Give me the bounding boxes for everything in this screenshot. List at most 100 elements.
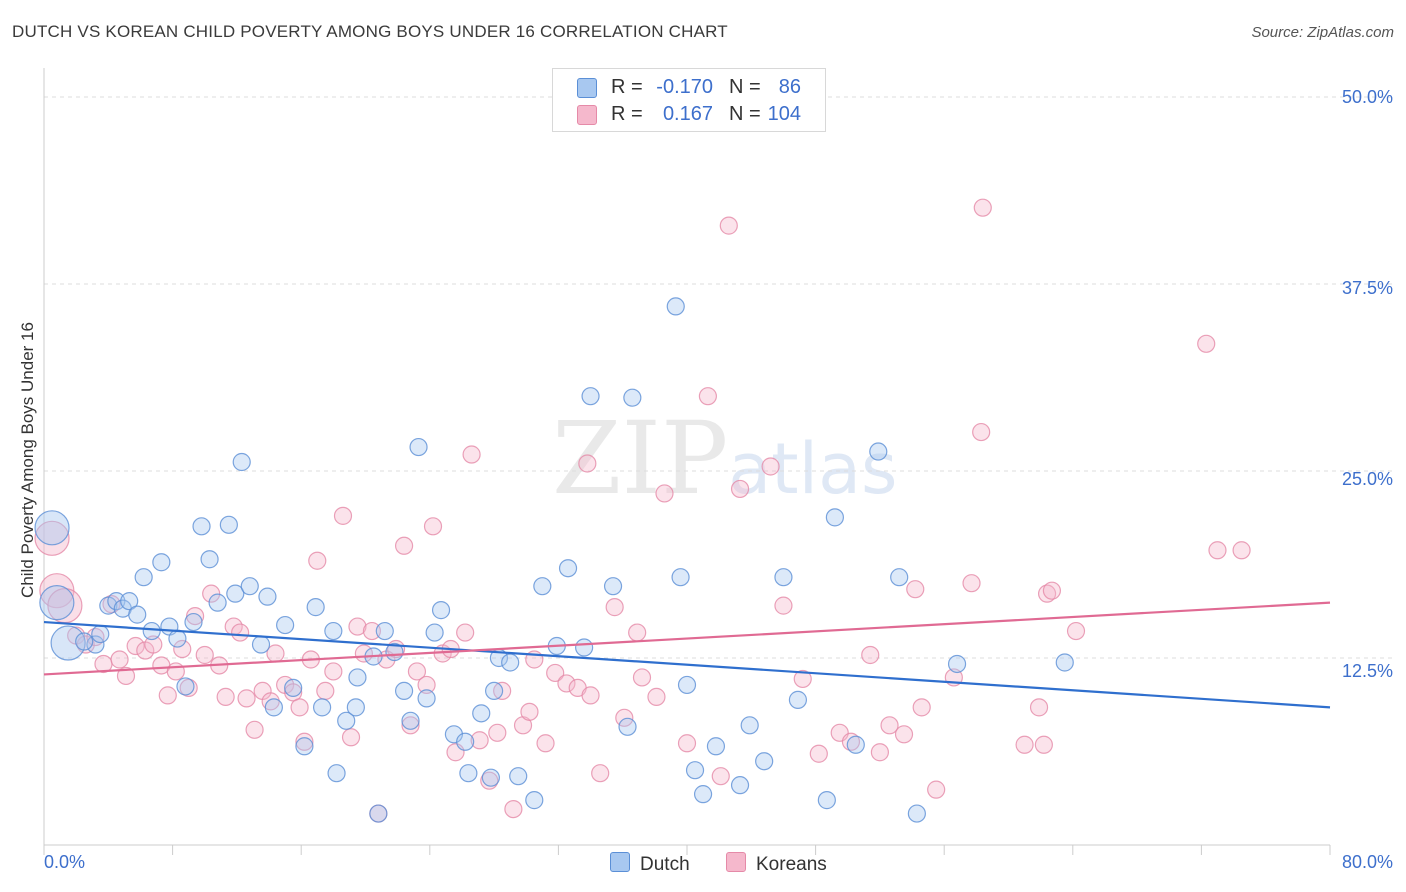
korean-point: [126, 636, 145, 656]
dutch-point: [107, 592, 126, 611]
dutch-point: [394, 681, 414, 701]
dutch-point: [425, 623, 444, 642]
korean-point: [195, 645, 214, 665]
korean-point: [341, 728, 361, 747]
legend-label-dutch: Dutch: [640, 854, 690, 875]
korean-point: [880, 716, 899, 735]
legend-item-dutch: Dutch: [610, 852, 690, 876]
korean-point: [76, 635, 95, 654]
dutch-point: [258, 587, 277, 606]
dutch-point: [890, 568, 909, 587]
korean-point: [870, 743, 890, 762]
y-axis-label: Child Poverty Among Boys Under 16: [18, 322, 37, 598]
korean-point: [628, 623, 647, 642]
legend-row-dutch: R = -0.170 N = 86: [553, 74, 825, 100]
dutch-point: [947, 654, 967, 674]
korean-point: [546, 663, 565, 683]
dutch-point: [219, 515, 238, 534]
legend-r-label: R =: [611, 103, 643, 125]
dutch-point: [755, 752, 774, 771]
dutch-point: [39, 585, 75, 621]
y-tick-50: 50.0%: [1341, 87, 1393, 107]
korean-point: [456, 623, 475, 642]
korean-point: [362, 621, 382, 641]
korean-point: [237, 689, 256, 708]
legend-n-value: 86: [778, 76, 801, 98]
dutch-point: [846, 735, 865, 754]
korean-point: [308, 551, 327, 570]
dutch-point: [558, 559, 578, 578]
korean-point: [480, 771, 499, 790]
dutch-point: [693, 785, 713, 804]
dutch-point: [295, 737, 314, 756]
chart-title: DUTCH VS KOREAN CHILD POVERTY AMONG BOYS…: [12, 22, 728, 41]
korean-point: [1208, 541, 1227, 560]
legend-r-label: R =: [611, 76, 643, 98]
korean-point: [605, 598, 624, 617]
korean-point: [86, 627, 105, 647]
dutch-trend-line: [43, 620, 1331, 709]
korean-point: [231, 623, 250, 642]
legend-swatch-dutch: [610, 852, 630, 872]
dutch-point: [184, 612, 203, 632]
x-tick-0: 0.0%: [44, 852, 86, 872]
korean-point: [216, 687, 235, 706]
korean-point: [962, 574, 981, 593]
korean-point: [324, 662, 343, 681]
korean-point: [394, 536, 414, 555]
korean-point: [861, 645, 880, 665]
korean-point: [417, 675, 436, 695]
legend-n-value: 104: [767, 103, 801, 125]
korean-point: [423, 517, 443, 536]
korean-point: [578, 454, 597, 473]
korean-point: [1042, 581, 1062, 600]
legend-r-value: 0.167: [662, 103, 713, 125]
dutch-point: [312, 698, 332, 717]
korean-point: [1029, 698, 1049, 717]
korean-point: [401, 716, 420, 735]
dutch-point: [251, 635, 271, 654]
korean-point: [793, 669, 812, 689]
korean-point: [295, 732, 314, 751]
dutch-point: [525, 791, 544, 810]
dutch-point: [671, 568, 690, 587]
dutch-point: [666, 297, 685, 316]
dutch-point: [485, 681, 504, 701]
dutch-point: [825, 508, 844, 527]
dutch-point: [907, 804, 926, 823]
dutch-point: [369, 804, 388, 823]
dutch-point: [401, 711, 420, 730]
korean-point: [290, 698, 309, 717]
legend-swatch-dutch: [577, 78, 597, 98]
dutch-point: [533, 577, 552, 596]
y-tick-37-5: 37.5%: [1341, 278, 1393, 298]
korean-point: [730, 479, 750, 499]
dutch-point: [501, 653, 520, 672]
korean-trend-line: [43, 601, 1331, 676]
y-tick-25: 25.0%: [1341, 469, 1393, 489]
dutch-point: [152, 553, 171, 572]
legend-n-label: N =: [729, 103, 761, 125]
legend-stats: R = -0.170 N = 86 R = 0.167 N = 104: [552, 68, 826, 132]
korean-point: [520, 702, 539, 721]
dutch-point: [417, 689, 436, 708]
dutch-point: [168, 629, 187, 648]
dutch-point: [481, 768, 500, 787]
dutch-point: [120, 592, 139, 611]
dutch-point: [740, 716, 759, 735]
korean-point: [1034, 735, 1053, 754]
legend-swatch-koreans: [726, 852, 746, 872]
dutch-point: [623, 388, 642, 407]
korean-point: [632, 668, 652, 687]
korean-point: [166, 662, 185, 681]
dutch-point: [869, 442, 888, 461]
dutch-point: [142, 621, 161, 641]
korean-point: [245, 720, 264, 739]
dutch-point: [459, 764, 478, 783]
korean-point: [333, 506, 353, 525]
dutch-point: [284, 678, 303, 698]
dutch-point: [128, 605, 147, 624]
korean-point: [316, 681, 335, 701]
dutch-point: [581, 387, 600, 406]
